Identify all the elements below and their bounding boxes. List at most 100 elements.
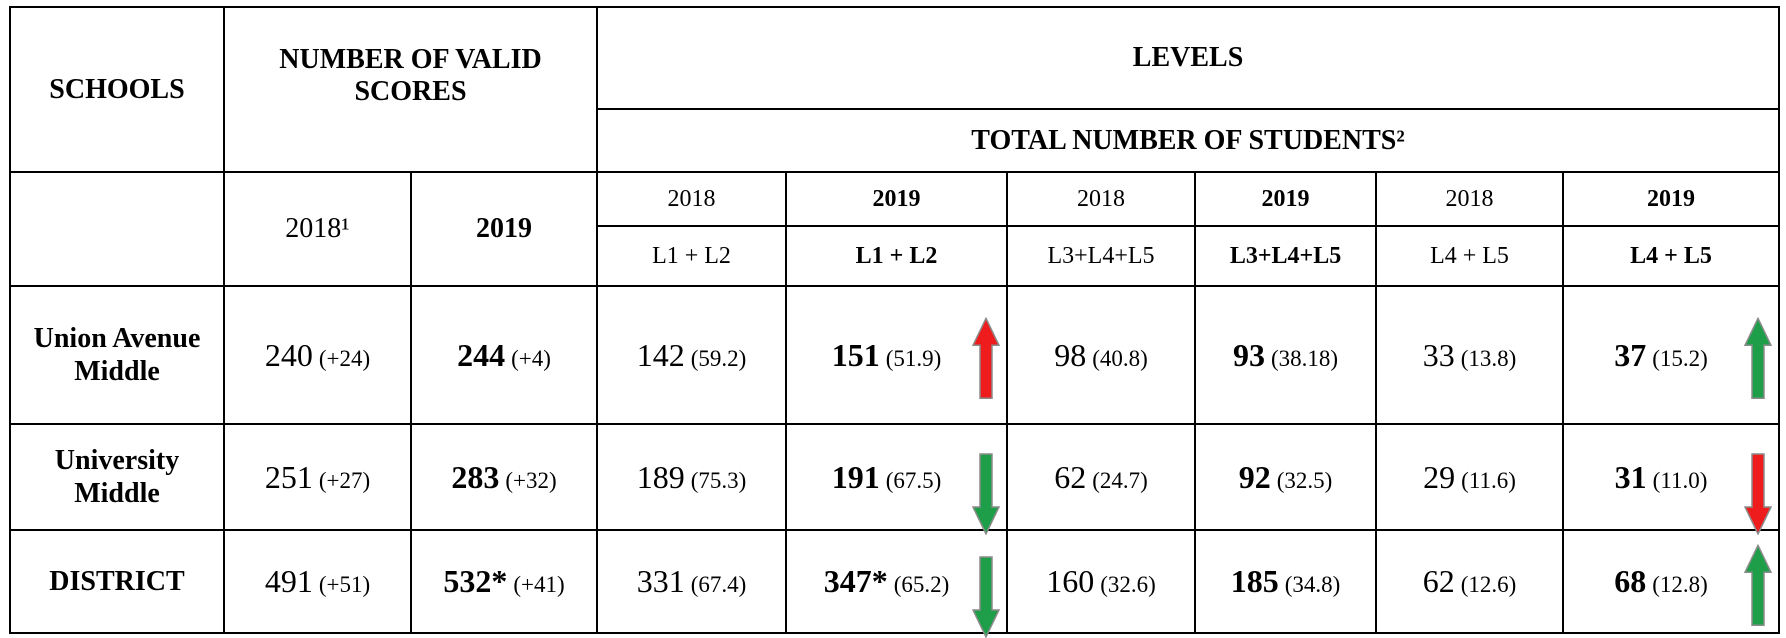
arrow-shape — [1744, 453, 1773, 535]
value: 62 — [1054, 458, 1087, 495]
value: 151 — [831, 336, 880, 373]
value: 68 — [1614, 563, 1647, 599]
arrow-shape — [1744, 317, 1773, 400]
header-cell: 2019 — [1562, 171, 1781, 227]
value: 160 — [1046, 563, 1095, 599]
value: 33 — [1422, 336, 1455, 373]
value-cell: 331 (67.4) — [596, 529, 788, 634]
level-year: 2019 — [872, 185, 921, 212]
value-cell: 33 (13.8) — [1375, 285, 1565, 425]
header-cell: LEVELS — [596, 6, 1781, 110]
score-year: 2018¹ — [285, 213, 350, 244]
level-group: L4 + L5 — [1630, 242, 1712, 269]
results-table: SCHOOLS NUMBER OF VALID SCORES LEVELS TO… — [9, 6, 1781, 638]
arrow-shape — [972, 317, 1001, 400]
value: 98 — [1054, 336, 1087, 373]
level-group: L1 + L2 — [652, 242, 731, 269]
level-year: 2018 — [667, 185, 716, 212]
levels-header: LEVELS — [1132, 42, 1244, 73]
trend-arrow-up — [1744, 317, 1773, 400]
value: 37 — [1614, 336, 1647, 373]
value: 191 — [831, 458, 880, 495]
header-cell: L4 + L5 — [1562, 225, 1781, 287]
header-cell: 2019 — [409, 171, 599, 287]
value: 189 — [636, 458, 685, 495]
value-cell: 160 (32.6) — [1006, 529, 1197, 634]
value: 244 — [457, 336, 506, 373]
trend-arrow-up — [972, 317, 1001, 400]
value-cell: 244 (+4) — [409, 285, 599, 425]
value-cell: 68 (12.8) — [1562, 529, 1781, 634]
header-cell: 2018 — [1375, 171, 1565, 227]
change: (+4) — [511, 345, 551, 371]
value: 185 — [1230, 563, 1279, 599]
level-group: L3+L4+L5 — [1047, 242, 1155, 269]
value: 29 — [1423, 458, 1456, 495]
value: 93 — [1232, 336, 1265, 373]
header-cell: 2018 — [596, 171, 788, 227]
trend-arrow-up — [1744, 543, 1773, 626]
change: (24.7) — [1092, 467, 1148, 493]
level-year: 2018 — [1445, 185, 1494, 212]
arrow-shape — [1744, 543, 1773, 626]
header-cell: NUMBER OF VALID SCORES — [222, 6, 599, 173]
change: (+51) — [318, 572, 371, 597]
school-cell: DISTRICT — [9, 529, 225, 634]
value: 62 — [1422, 563, 1455, 599]
change: (67.5) — [885, 467, 942, 493]
header-cell: TOTAL NUMBER OF STUDENTS² — [596, 108, 1781, 173]
value: 283 — [451, 458, 500, 495]
value-cell: 185 (34.8) — [1194, 529, 1378, 634]
value: 31 — [1614, 458, 1647, 495]
value-cell: 98 (40.8) — [1006, 285, 1197, 425]
change: (32.6) — [1100, 572, 1156, 597]
value: 347* — [823, 563, 888, 599]
header-cell: SCHOOLS — [9, 6, 225, 173]
school-name: University Middle — [54, 445, 180, 509]
total-header: TOTAL NUMBER OF STUDENTS² — [971, 124, 1405, 156]
score-year: 2019 — [476, 213, 532, 244]
value-cell: 532* (+41) — [409, 529, 599, 634]
value-cell: 92 (32.5) — [1194, 423, 1378, 531]
value: 491 — [264, 563, 313, 599]
school-cell: University Middle — [9, 423, 225, 531]
change: (11.0) — [1652, 467, 1708, 493]
value-cell: 62 (12.6) — [1375, 529, 1565, 634]
value: 142 — [636, 336, 685, 373]
change: (+32) — [505, 467, 557, 493]
value-cell: 62 (24.7) — [1006, 423, 1197, 531]
change: (32.5) — [1276, 467, 1333, 493]
value-cell: 29 (11.6) — [1375, 423, 1565, 531]
change: (13.8) — [1460, 345, 1517, 371]
value: 240 — [264, 336, 313, 373]
header-cell: L3+L4+L5 — [1006, 225, 1197, 287]
change: (59.2) — [690, 345, 747, 371]
trend-arrow-down — [972, 556, 1001, 638]
value-cell: 31 (11.0) — [1562, 423, 1781, 535]
data-row: DISTRICT 491 (+51) 532* (+41) 331 (67.4) 347* (6… — [9, 529, 1781, 638]
value-cell: 251 (+27) — [223, 423, 412, 531]
value-cell: 189 (75.3) — [596, 423, 788, 531]
header-cell: 2018 — [1006, 171, 1197, 227]
header-cell: 2018¹ — [223, 171, 412, 287]
change: (15.2) — [1652, 345, 1708, 371]
valid-scores-header: NUMBER OF VALID SCORES — [279, 44, 542, 107]
change: (11.6) — [1461, 467, 1516, 493]
level-year: 2019 — [1261, 185, 1310, 212]
change: (12.8) — [1652, 572, 1708, 597]
schools-header: SCHOOLS — [49, 73, 185, 105]
trend-arrow-down — [972, 453, 1001, 535]
header-cell: L3+L4+L5 — [1194, 225, 1378, 287]
value-cell: 93 (38.18) — [1194, 285, 1378, 425]
value: 92 — [1238, 458, 1271, 495]
change: (38.18) — [1270, 345, 1339, 371]
change: (51.9) — [885, 345, 942, 371]
change: (+24) — [318, 345, 371, 371]
value-cell: 37 (15.2) — [1562, 285, 1781, 425]
level-group: L4 + L5 — [1430, 242, 1509, 269]
data-row: University Middle 251 (+27) 283 (+32) 189 (75.… — [9, 423, 1781, 535]
value-cell: 191 (67.5) — [785, 423, 1009, 535]
value-cell: 283 (+32) — [409, 423, 599, 531]
header-cell — [9, 171, 225, 287]
